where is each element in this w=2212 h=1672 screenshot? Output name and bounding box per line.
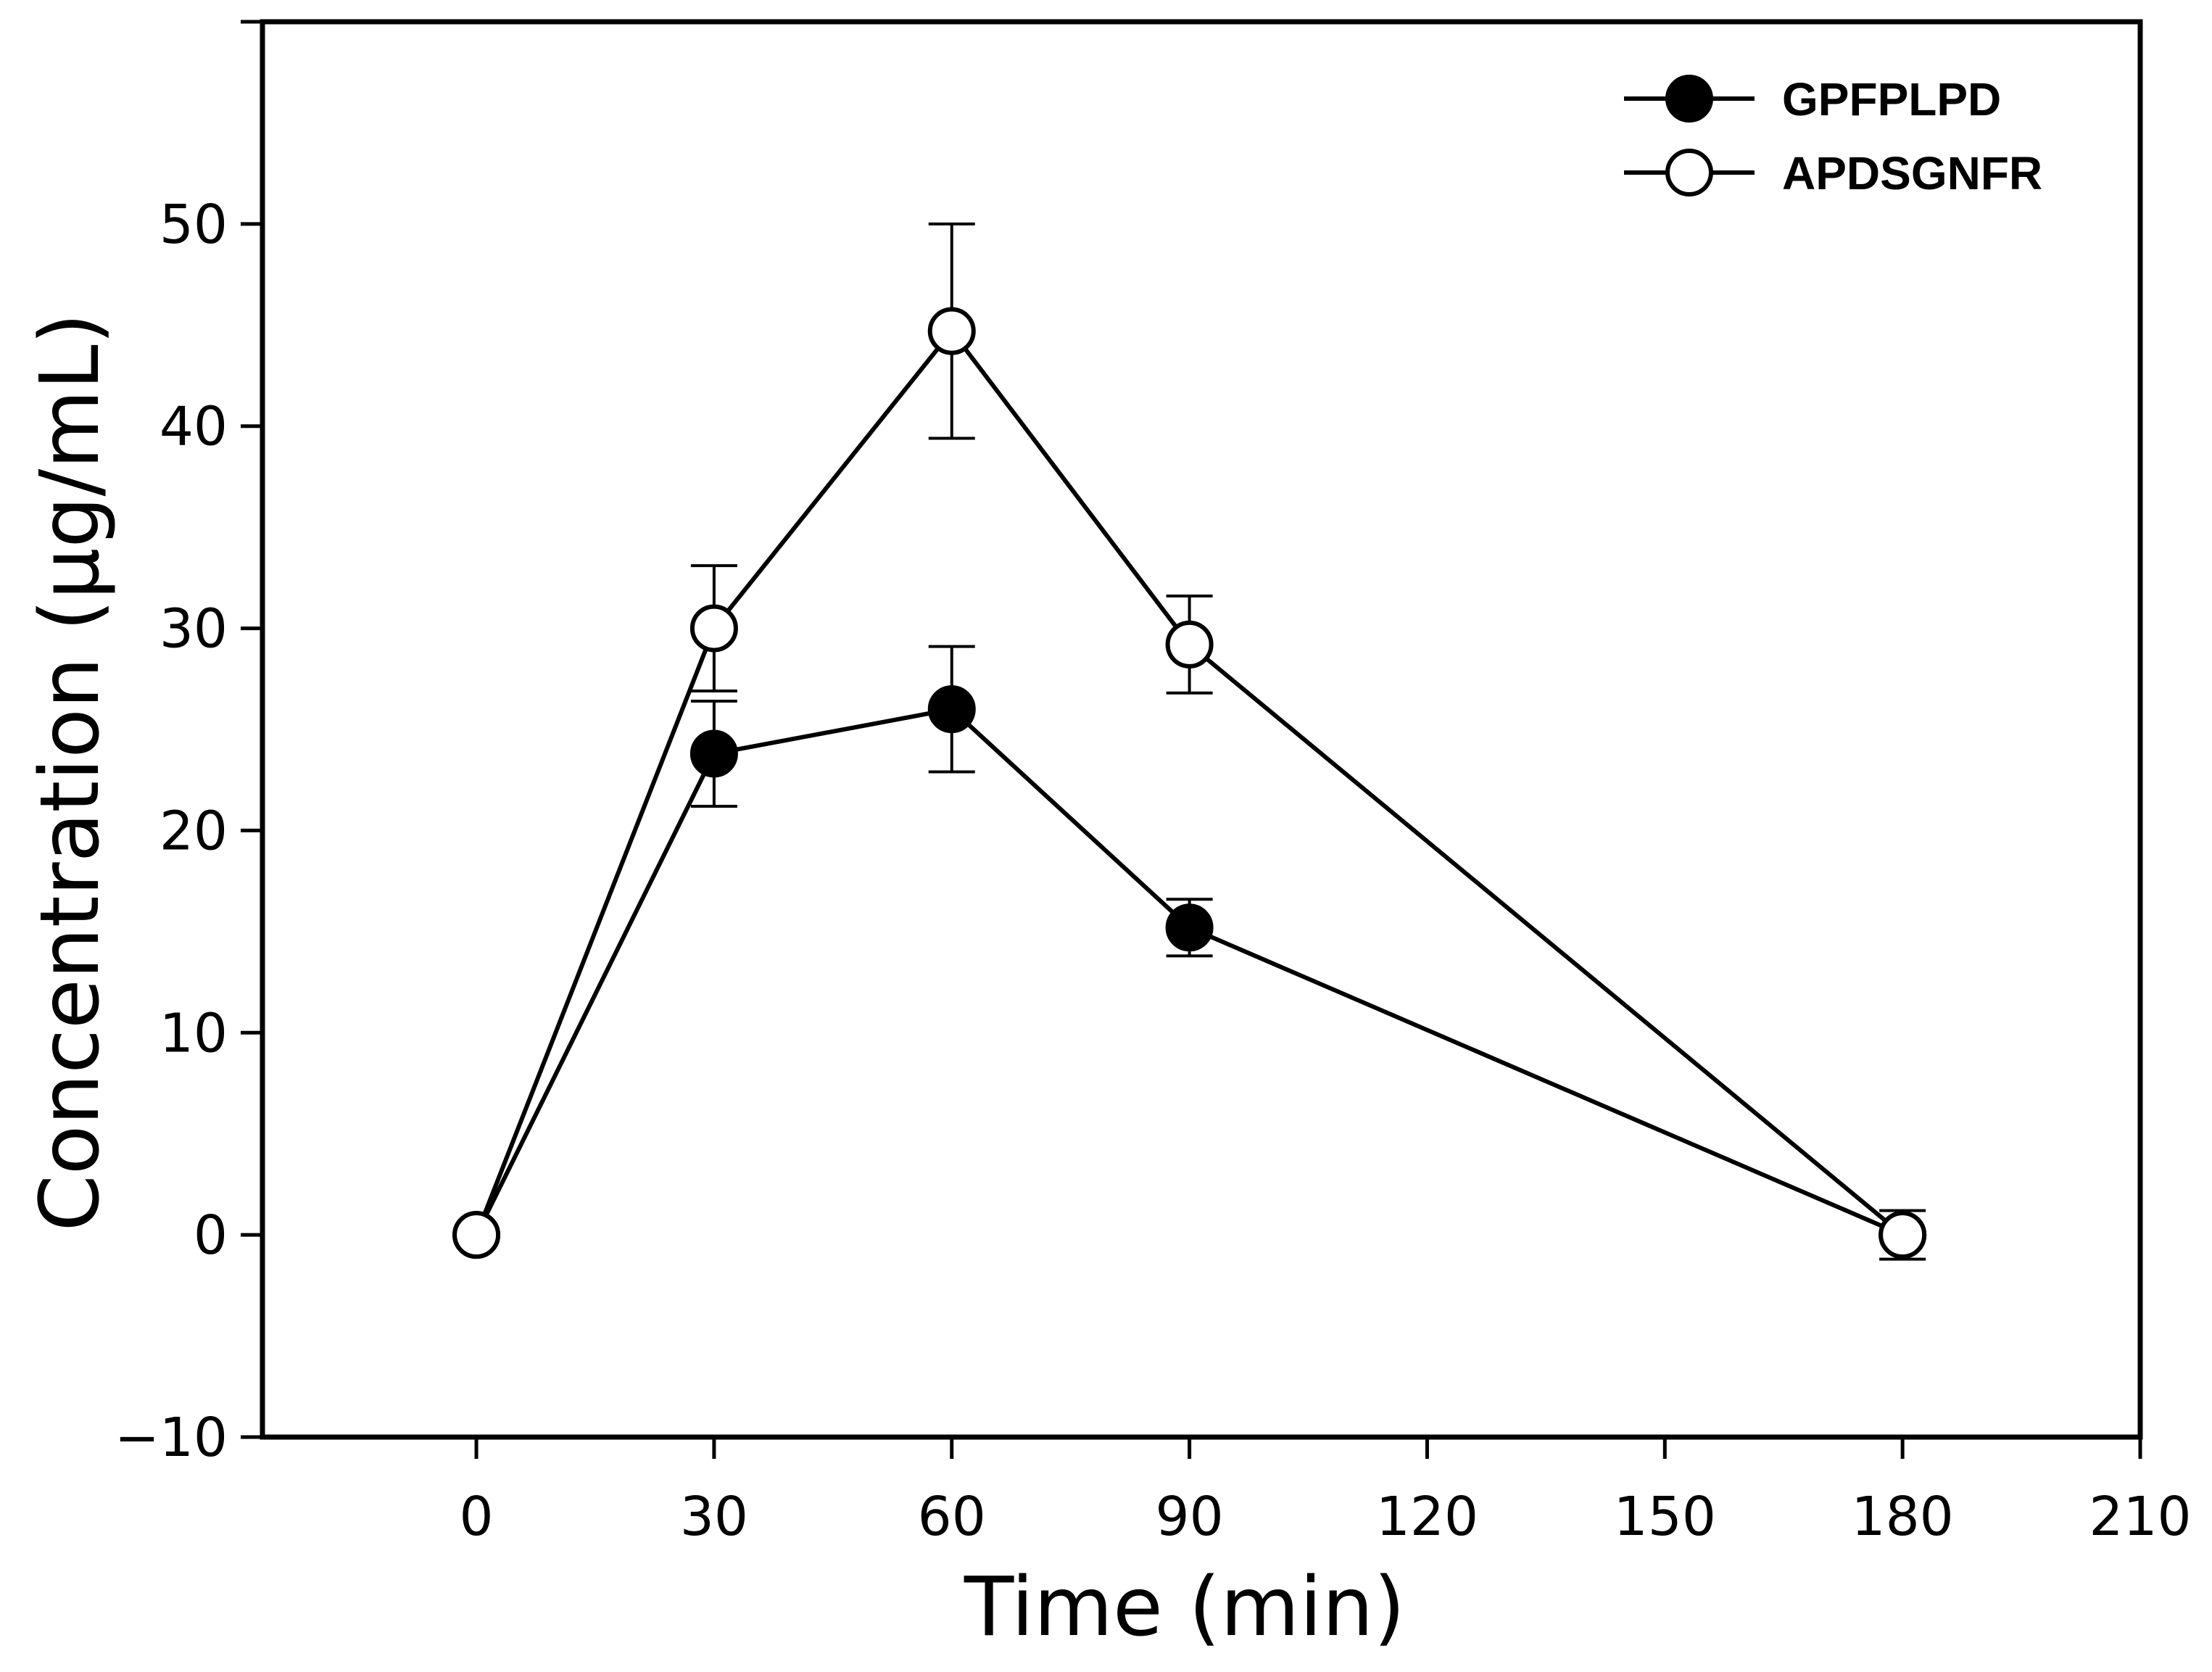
x-tick-label: 180 xyxy=(1852,1486,1954,1548)
plot-area-frame xyxy=(260,19,2143,1440)
data-point-gpfplpd xyxy=(689,729,738,778)
x-axis-title: Time (min) xyxy=(964,1560,1405,1655)
data-point-gpfplpd xyxy=(1165,903,1214,952)
x-tick-label: 30 xyxy=(680,1486,748,1548)
y-axis: −10 0 10 20 30 40 50 xyxy=(115,20,262,1469)
y-tick-label: −10 xyxy=(115,1407,228,1469)
x-tick-label: 210 xyxy=(2089,1486,2191,1548)
series-layer xyxy=(452,222,1927,1261)
y-tick-label: 0 xyxy=(194,1204,228,1267)
y-tick-label: 30 xyxy=(160,598,228,661)
data-point-apdsgnfr xyxy=(452,1211,501,1259)
data-point-apdsgnfr xyxy=(927,307,976,355)
legend-label-gpfplpd: GPFPLPD xyxy=(1782,73,2001,125)
data-point-apdsgnfr xyxy=(1165,620,1214,669)
y-tick-label: 40 xyxy=(160,396,228,458)
x-axis: 0 30 60 90 120 150 180 210 xyxy=(460,1437,2192,1548)
y-tick-label: 20 xyxy=(160,800,228,862)
marker-layer xyxy=(452,307,1927,1259)
y-tick-label: 10 xyxy=(160,1002,228,1064)
y-axis-title: Concentration (μg/mL) xyxy=(23,313,117,1232)
legend: GPFPLPD APDSGNFR xyxy=(1624,73,2042,199)
x-tick-label: 0 xyxy=(460,1486,494,1548)
x-tick-label: 120 xyxy=(1376,1486,1478,1548)
x-tick-label: 150 xyxy=(1614,1486,1716,1548)
data-point-gpfplpd xyxy=(927,685,976,734)
data-point-apdsgnfr xyxy=(689,604,738,653)
x-tick-label: 90 xyxy=(1156,1486,1224,1548)
x-tick-label: 60 xyxy=(918,1486,986,1548)
data-point-apdsgnfr xyxy=(1878,1211,1927,1259)
legend-marker-apdsgnfr xyxy=(1665,149,1713,196)
legend-label-apdsgnfr: APDSGNFR xyxy=(1782,147,2042,199)
legend-marker-gpfplpd xyxy=(1665,75,1713,123)
y-tick-label: 50 xyxy=(160,194,228,256)
